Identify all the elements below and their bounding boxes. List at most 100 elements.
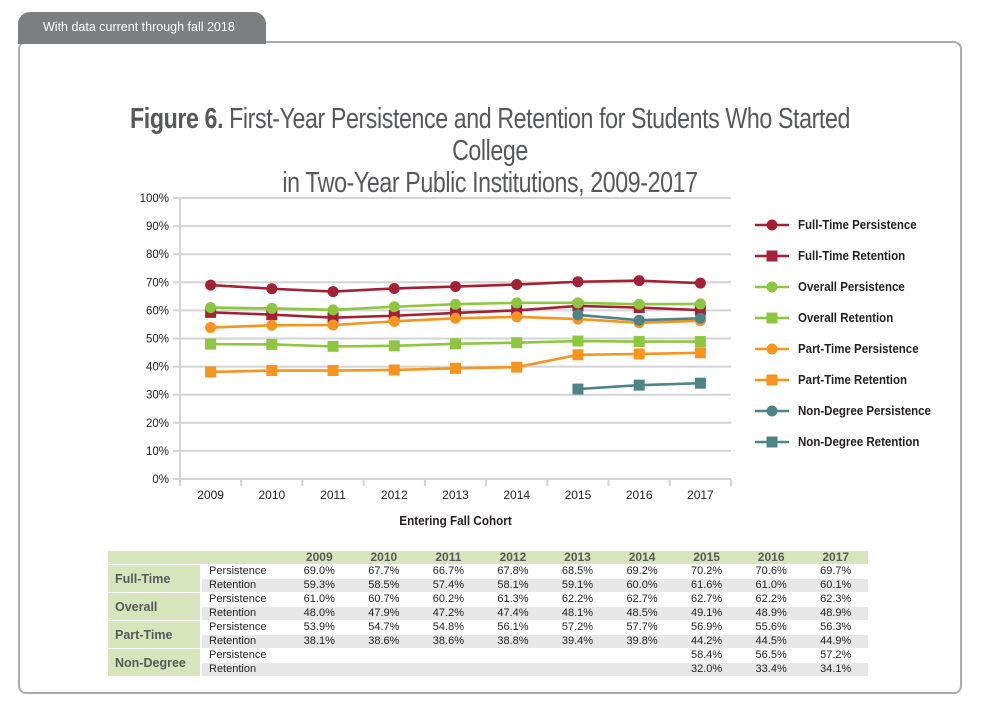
x-tick-label: 2013 bbox=[442, 488, 469, 502]
table-value-cell: 59.1% bbox=[545, 579, 610, 592]
data-currency-tab: With data current through fall 2018 bbox=[18, 12, 266, 44]
table-value-cell: 70.6% bbox=[738, 565, 804, 578]
data-point bbox=[450, 362, 461, 374]
data-point bbox=[388, 301, 400, 313]
figure-title-text: First-Year Persistence and Retention for… bbox=[223, 103, 850, 167]
y-tick-label: 20% bbox=[146, 418, 169, 430]
data-point bbox=[694, 336, 706, 348]
y-tick-label: 50% bbox=[146, 334, 169, 346]
legend-square-marker-icon bbox=[755, 250, 789, 261]
data-point bbox=[266, 319, 278, 331]
table-value-cell: 56.5% bbox=[738, 649, 804, 662]
table-header-spacer bbox=[202, 551, 287, 564]
table-row-label: Persistence bbox=[202, 565, 287, 578]
data-point bbox=[450, 338, 461, 350]
data-point bbox=[694, 304, 706, 316]
table-value-cell: 58.1% bbox=[480, 579, 546, 592]
table-row-label: Persistence bbox=[202, 649, 287, 662]
table-year-header: 2010 bbox=[351, 551, 417, 564]
data-point bbox=[327, 319, 339, 331]
table-value-cell bbox=[287, 649, 352, 662]
data-point bbox=[572, 383, 584, 395]
table-value-cell: 48.5% bbox=[609, 607, 675, 620]
data-point bbox=[266, 302, 278, 314]
data-point bbox=[450, 281, 461, 293]
table-value-cell: 49.1% bbox=[674, 607, 739, 620]
y-tick-label: 90% bbox=[146, 221, 169, 233]
table-group-label: Full-Time bbox=[108, 565, 200, 592]
legend-item: Part-Time Persistence bbox=[755, 333, 943, 364]
data-point bbox=[511, 279, 523, 291]
table-group-label: Non-Degree bbox=[108, 649, 200, 676]
x-tick-label: 2014 bbox=[503, 488, 530, 502]
legend-square-marker-icon bbox=[755, 312, 789, 323]
x-tick-label: 2012 bbox=[381, 488, 408, 502]
legend-square-marker-icon bbox=[755, 374, 789, 385]
data-point bbox=[511, 361, 523, 373]
table-year-header: 2016 bbox=[738, 551, 804, 564]
legend-label: Full-Time Retention bbox=[798, 248, 906, 263]
data-point bbox=[511, 304, 523, 316]
table-value-cell: 44.5% bbox=[738, 635, 804, 648]
table-value-cell: 62.7% bbox=[609, 593, 675, 606]
table-row-label: Persistence bbox=[202, 621, 287, 634]
table-value-cell bbox=[416, 663, 481, 676]
table-value-cell: 47.9% bbox=[351, 607, 417, 620]
table-row-label: Persistence bbox=[202, 593, 287, 606]
table-year-header: 2014 bbox=[609, 551, 675, 564]
data-point bbox=[511, 311, 523, 323]
data-point bbox=[572, 309, 584, 321]
table-row-label: Retention bbox=[202, 663, 287, 676]
data-point bbox=[388, 310, 400, 322]
line-chart: 0% 10% 20% 30% 40% 50% 60% 70% 80% 90% 100% 2009 201… bbox=[140, 193, 732, 502]
table-value-cell: 68.5% bbox=[545, 565, 610, 578]
data-point bbox=[388, 282, 400, 294]
x-tick-label: 2017 bbox=[687, 488, 714, 502]
figure-frame: Figure 6. First-Year Persistence and Ret… bbox=[18, 41, 962, 694]
data-point bbox=[511, 297, 523, 309]
table-value-cell: 34.1% bbox=[803, 663, 868, 676]
table-column-gap bbox=[200, 565, 202, 592]
y-tick-label: 100% bbox=[140, 193, 169, 205]
table-year-header: 2012 bbox=[480, 551, 546, 564]
data-point bbox=[694, 377, 706, 389]
table-value-cell: 56.3% bbox=[803, 621, 868, 634]
table-value-cell: 47.2% bbox=[416, 607, 481, 620]
legend-item: Full-Time Persistence bbox=[755, 209, 943, 240]
data-point bbox=[633, 298, 645, 310]
legend-label: Part-Time Persistence bbox=[798, 341, 919, 356]
legend-label: Part-Time Retention bbox=[798, 372, 908, 387]
y-tick-label: 70% bbox=[146, 277, 169, 289]
table-value-cell bbox=[545, 649, 610, 662]
data-point bbox=[450, 312, 461, 324]
table-value-cell bbox=[480, 663, 546, 676]
table-value-cell bbox=[351, 649, 417, 662]
data-point bbox=[205, 302, 217, 314]
table-column-gap bbox=[200, 593, 202, 620]
figure-title: Figure 6. First-Year Persistence and Ret… bbox=[114, 103, 866, 199]
table-value-cell: 57.2% bbox=[803, 649, 868, 662]
table-value-cell: 61.0% bbox=[738, 579, 804, 592]
table-value-cell: 69.0% bbox=[287, 565, 352, 578]
figure-number: Figure 6. bbox=[130, 103, 224, 135]
table-value-cell: 38.8% bbox=[480, 635, 546, 648]
table-value-cell: 56.9% bbox=[674, 621, 739, 634]
table-value-cell: 67.7% bbox=[351, 565, 417, 578]
data-point bbox=[450, 298, 461, 310]
table-row-label: Retention bbox=[202, 635, 287, 648]
table-value-cell: 62.3% bbox=[803, 593, 868, 606]
table-group-label: Part-Time bbox=[108, 621, 200, 648]
data-point bbox=[205, 366, 217, 378]
table-value-cell: 48.9% bbox=[803, 607, 868, 620]
legend-item: Non-Degree Retention bbox=[755, 426, 943, 457]
y-tick-label: 0% bbox=[152, 474, 169, 486]
data-point bbox=[388, 364, 400, 376]
table-value-cell: 62.7% bbox=[674, 593, 739, 606]
legend-circle-marker-icon bbox=[755, 405, 789, 416]
table-value-cell: 61.3% bbox=[480, 593, 546, 606]
table-year-header: 2013 bbox=[545, 551, 610, 564]
x-tick-label: 2011 bbox=[320, 488, 346, 502]
data-point bbox=[327, 286, 339, 298]
data-point bbox=[633, 348, 645, 360]
